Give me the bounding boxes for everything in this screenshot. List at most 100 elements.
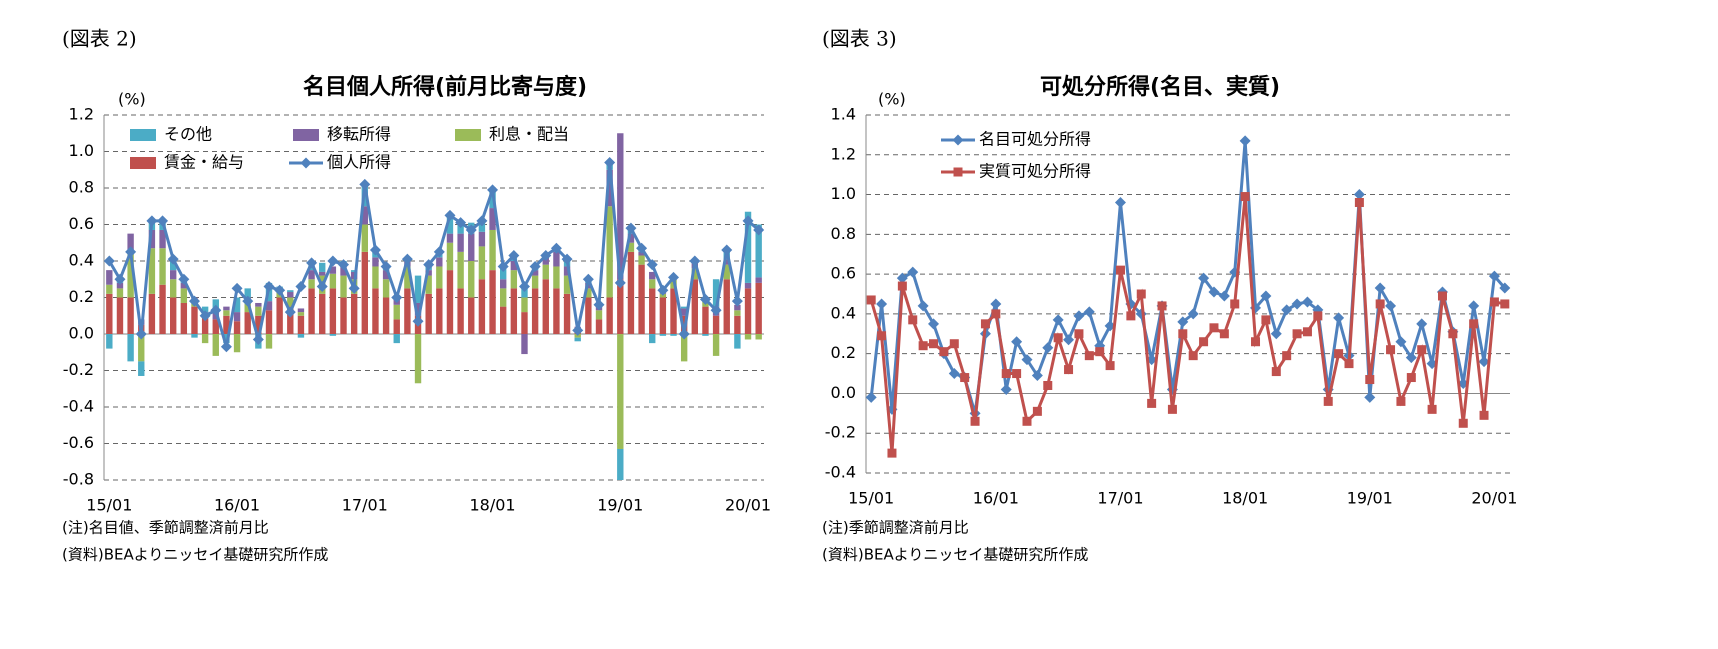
bar	[393, 334, 400, 344]
marker	[897, 281, 907, 291]
bar	[106, 284, 113, 294]
marker	[1021, 354, 1033, 366]
bar	[489, 229, 496, 271]
bar	[265, 334, 273, 349]
bar	[500, 266, 507, 280]
bar	[329, 288, 337, 334]
bar	[723, 259, 730, 265]
marker	[1167, 404, 1177, 414]
y-tick-label: 0.0	[69, 324, 94, 343]
bar	[606, 297, 613, 334]
bar	[265, 301, 273, 311]
marker	[550, 242, 562, 254]
marker	[295, 281, 307, 293]
y-tick-label: -0.4	[63, 397, 94, 416]
bar	[617, 279, 624, 334]
bar	[712, 315, 720, 334]
bar	[212, 334, 219, 356]
bar	[361, 224, 368, 252]
y-tick-label: 0.6	[831, 264, 856, 283]
legend-swatch	[130, 157, 156, 169]
marker	[316, 281, 328, 293]
bar	[329, 334, 337, 336]
marker	[1115, 265, 1125, 275]
x-tick-label: 17/01	[1097, 489, 1143, 508]
bar	[702, 306, 709, 334]
marker	[887, 448, 897, 458]
bar	[404, 266, 411, 289]
marker	[907, 266, 919, 278]
bar	[755, 334, 762, 340]
bar	[116, 297, 124, 334]
bar	[531, 270, 539, 276]
bar	[414, 275, 422, 303]
y-tick-label: 1.4	[831, 105, 856, 124]
bar	[180, 282, 188, 289]
note: (注)名目値、季節調整済前月比	[62, 519, 269, 537]
marker	[380, 260, 392, 272]
marker	[753, 224, 765, 236]
marker	[1198, 272, 1210, 284]
bar	[500, 279, 507, 289]
marker	[960, 373, 970, 383]
marker	[1301, 296, 1313, 308]
x-tick-label: 15/01	[848, 489, 894, 508]
bar	[180, 288, 188, 303]
bar	[521, 297, 528, 313]
bar	[553, 288, 560, 334]
marker	[657, 284, 669, 296]
marker	[401, 253, 413, 265]
marker	[540, 250, 552, 262]
bar	[372, 266, 379, 289]
bar	[468, 297, 475, 334]
bar	[670, 288, 677, 334]
figure-label: (図表 3)	[822, 27, 897, 51]
bar	[542, 264, 549, 280]
bar	[170, 270, 177, 280]
bar	[436, 257, 443, 267]
bar	[329, 266, 337, 274]
legend-swatch	[130, 129, 156, 141]
marker	[1032, 406, 1042, 416]
bar	[755, 282, 762, 334]
x-tick-label: 16/01	[214, 496, 260, 515]
bar	[478, 246, 486, 280]
marker	[1209, 323, 1219, 333]
bar	[244, 302, 251, 313]
marker	[199, 310, 211, 322]
bar	[563, 266, 571, 276]
marker	[1157, 301, 1167, 311]
bar	[755, 224, 762, 278]
marker	[1281, 304, 1293, 316]
bar	[585, 297, 592, 334]
marker	[1012, 369, 1022, 379]
bar	[170, 297, 177, 334]
marker	[1043, 380, 1053, 390]
bar	[680, 306, 688, 309]
bar	[553, 266, 560, 289]
bar	[744, 288, 752, 334]
marker	[1208, 286, 1220, 298]
marker	[1417, 345, 1427, 355]
marker	[1218, 290, 1230, 302]
bar	[649, 334, 656, 344]
bar	[414, 334, 422, 384]
bar	[382, 297, 390, 334]
bar	[244, 288, 251, 298]
bar	[531, 288, 539, 334]
bar	[531, 275, 539, 289]
marker	[1230, 299, 1240, 309]
marker	[1334, 349, 1344, 359]
chart-title: 名目個人所得(前月比寄与度)	[303, 74, 587, 100]
bar	[106, 334, 113, 349]
bar	[414, 302, 422, 316]
bar	[361, 206, 368, 225]
x-tick-label: 19/01	[1347, 489, 1393, 508]
bar	[425, 293, 432, 334]
marker	[1416, 318, 1428, 330]
bar	[148, 248, 156, 294]
marker	[646, 259, 658, 271]
marker	[1313, 311, 1323, 321]
chart-title: 可処分所得(名目、実質)	[1040, 74, 1280, 100]
